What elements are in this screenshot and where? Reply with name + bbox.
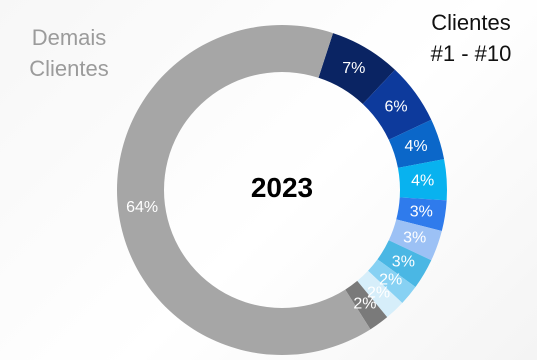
- donut-slices: [116, 24, 447, 356]
- donut-slice-labels: 7%6%4%4%3%3%3%2%2%2%64%: [126, 60, 434, 312]
- donut-slice-3: [388, 119, 445, 168]
- donut-slice-label-6: 3%: [403, 229, 426, 246]
- donut-slice-label-2: 6%: [385, 99, 408, 116]
- donut-slice-label-1: 7%: [342, 60, 365, 77]
- donut-slice-label-11: 64%: [126, 199, 158, 216]
- donut-slice-label-8: 2%: [379, 271, 402, 288]
- donut-slice-6: [388, 219, 442, 261]
- donut-slice-label-5: 3%: [410, 204, 433, 221]
- donut-slice-1: [318, 33, 395, 104]
- top10-group-label-line2: #1 - #10: [430, 41, 512, 66]
- donut-slice-7: [377, 240, 432, 287]
- donut-slice-label-7: 3%: [392, 253, 415, 270]
- top10-group-label-line1: Clientes: [431, 10, 511, 35]
- donut-slice-label-4: 4%: [411, 173, 434, 190]
- top10-group-label: Clientes #1 - #10: [412, 7, 530, 69]
- donut-slice-10: [345, 280, 388, 330]
- donut-slice-9: [357, 270, 403, 318]
- others-group-label: Demais Clientes: [10, 22, 128, 84]
- center-year-label: 2023: [250, 172, 314, 203]
- donut-slice-5: [396, 197, 447, 232]
- donut-slice-label-9: 2%: [367, 284, 390, 301]
- donut-slice-2: [362, 69, 432, 140]
- donut-slice-4: [397, 159, 447, 201]
- donut-slice-8: [368, 259, 416, 303]
- donut-slice-label-3: 4%: [405, 138, 428, 155]
- others-group-label-line1: Demais: [31, 25, 107, 50]
- others-group-label-line2: Clientes: [29, 56, 109, 81]
- donut-slice-label-10: 2%: [353, 296, 376, 313]
- donut-slice-11: [116, 24, 371, 356]
